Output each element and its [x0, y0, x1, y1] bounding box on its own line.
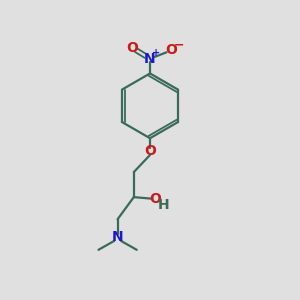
Text: −: −	[173, 38, 184, 51]
Text: O: O	[126, 40, 138, 55]
Text: N: N	[112, 230, 123, 244]
Text: H: H	[158, 198, 170, 212]
Text: +: +	[152, 48, 160, 59]
Text: O: O	[165, 44, 177, 58]
Text: N: N	[144, 52, 156, 66]
Text: O: O	[144, 145, 156, 158]
Text: O: O	[149, 192, 161, 206]
